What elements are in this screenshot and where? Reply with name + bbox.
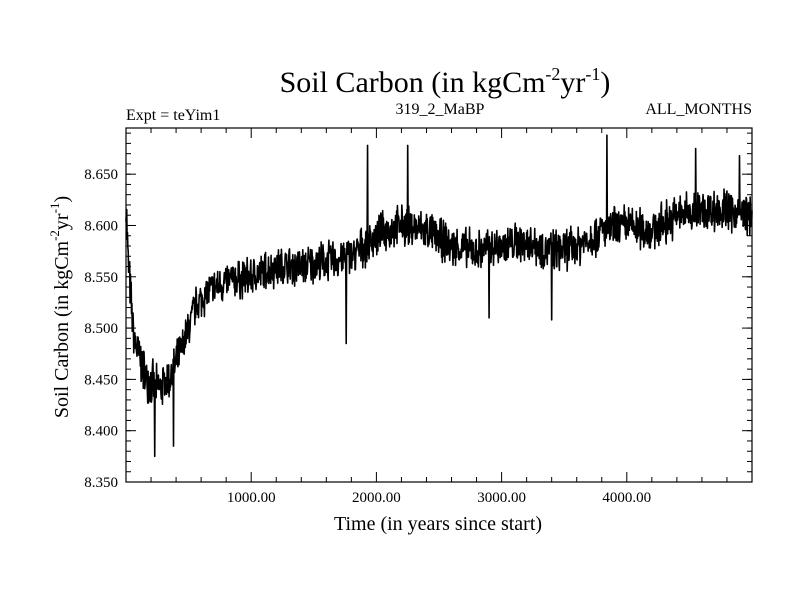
y-tick-label: 8.450 <box>84 372 118 388</box>
y-tick-label: 8.500 <box>84 321 118 337</box>
x-axis-label: Time (in years since start) <box>334 513 542 535</box>
x-tick-label: 1000.00 <box>227 490 276 506</box>
y-tick-label: 8.650 <box>84 167 118 183</box>
series-line-0 <box>125 134 753 458</box>
y-tick-label: 8.400 <box>84 424 118 440</box>
y-tick-label: 8.600 <box>84 218 118 234</box>
x-tick-label: 3000.00 <box>477 490 526 506</box>
subtitle-right: ALL_MONTHS <box>645 101 752 118</box>
plot-area: 1000.00 2000.00 3000.00 4000.00 8.350 8.400 8.… <box>84 127 753 506</box>
y-tick-label: 8.350 <box>84 475 118 491</box>
x-tick-label: 4000.00 <box>602 490 651 506</box>
subtitle-left: Expt = teYim1 <box>126 107 220 124</box>
subtitle-center: 319_2_MaBP <box>396 101 485 118</box>
y-tick-label: 8.550 <box>84 270 118 286</box>
plot-frame <box>125 127 753 483</box>
y-axis-label: Soil Carbon (in kgCm-2yr-1) <box>47 196 73 418</box>
chart-title: Soil Carbon (in kgCm-2yr-1) <box>280 64 611 99</box>
x-tick-label: 2000.00 <box>352 490 401 506</box>
